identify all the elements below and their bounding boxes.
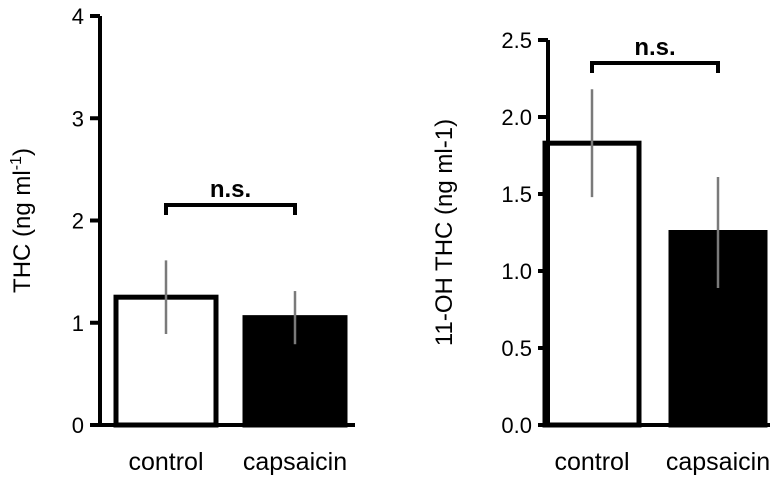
x-category-label: control — [128, 448, 203, 476]
y-axis-ticks: 0.0 0.5 1.0 1.5 2.0 2.5 — [501, 28, 548, 438]
y-axis-title: 11-OH THC (ng ml-1) — [431, 119, 458, 346]
y-tick-label: 1 — [72, 311, 84, 336]
y-tick-label: 1.5 — [501, 182, 532, 207]
y-tick-label: 2 — [72, 209, 84, 234]
x-category-label: capsaicin — [666, 448, 770, 476]
y-tick-label: 4 — [72, 4, 84, 29]
y-tick-label: 0.5 — [501, 336, 532, 361]
bars — [113, 294, 348, 428]
bars — [542, 140, 768, 428]
x-category-label: control — [554, 448, 629, 476]
significance-label: n.s. — [634, 34, 675, 61]
y-axis-ticks: 0 1 2 3 4 — [72, 4, 100, 438]
y-tick-label: 3 — [72, 106, 84, 131]
chart-11-oh-thc: 0.0 0.5 1.0 1.5 2.0 2.5 control capsaicin n.s.… — [431, 28, 770, 476]
y-tick-label: 2.0 — [501, 105, 532, 130]
y-tick-label: 1.0 — [501, 259, 532, 284]
significance-bracket — [590, 61, 720, 73]
y-axis-title-end: ) — [9, 148, 36, 156]
significance-label: n.s. — [210, 176, 251, 203]
y-tick-label: 0.0 — [501, 413, 532, 438]
x-axis-labels: control capsaicin — [554, 448, 770, 476]
x-category-label: capsaicin — [243, 448, 347, 476]
y-axis-title-main: THC (ng ml — [9, 170, 36, 293]
significance-bracket — [164, 203, 297, 215]
y-axis-title: THC (ng ml-1) — [8, 148, 36, 293]
y-tick-label: 2.5 — [501, 28, 532, 53]
y-axis-title-superscript: -1 — [8, 156, 25, 170]
x-axis-labels: control capsaicin — [128, 448, 347, 476]
error-bars — [590, 89, 720, 288]
chart-thc: 0 1 2 3 4 control capsaicin n.s. THC (ng ml-1… — [8, 4, 355, 476]
y-tick-label: 0 — [72, 413, 84, 438]
error-bars — [164, 260, 297, 345]
